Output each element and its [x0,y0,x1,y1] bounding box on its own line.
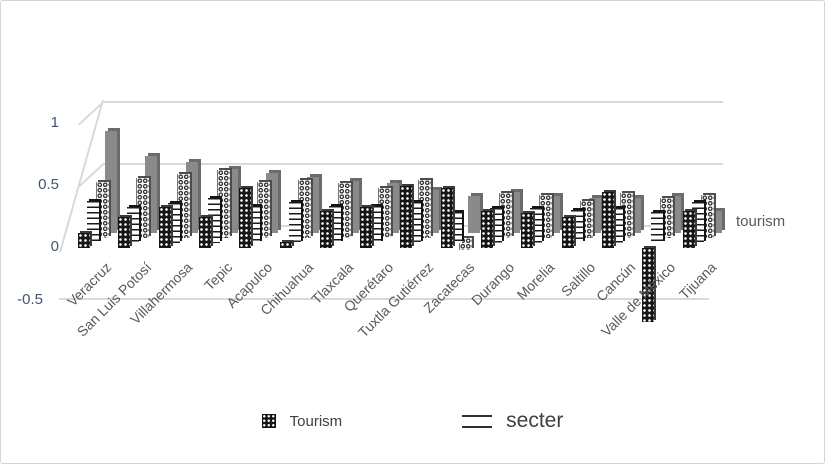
bar-tourism-valle-de-méxico [642,248,655,323]
secter-lines-swatch-icon [462,414,493,428]
bar-secter-tuxtla-gutiérrez [409,202,422,243]
bar-series3-durango [499,193,512,238]
floor-front-edge [59,298,709,300]
bar-tourism-tuxtla-gutiérrez [400,186,413,248]
bar-secter-valle-de-méxico [651,212,664,243]
bar-tourism-villahermosa [158,207,171,248]
bar-secter-tlaxcala [328,205,341,243]
bar-secter-durango [490,208,502,243]
bar-secter-chihuahua [288,202,301,243]
legend-label: secter [506,409,564,432]
bar-tourism-morelia [521,213,534,248]
bar-tourism-acapulco [239,188,252,248]
y-tick-label: 0 [50,238,59,255]
bar-secter-tijuana [691,202,704,243]
y-tick-label: -0.5 [17,291,43,308]
bar-tourism-tlaxcala [319,210,332,248]
bar-secter-saltillo [570,209,583,243]
bar-tourism-querétaro [360,207,373,248]
bar-series3-querétaro [378,188,392,238]
legend-item-secter: secter [462,409,563,433]
legend-label: Tourism [289,412,343,430]
bar-secter-san-luis-potosí [127,207,140,243]
bar-tourism-chihuahua [279,241,292,248]
bar-series3-tepic [216,169,230,238]
bar-tourism-durango [481,210,493,248]
bar-series3-morelia [539,194,553,238]
bar-series3-zacatecas [458,238,472,251]
y-tick-label: 1 [50,114,59,131]
gridline-0-5 [103,163,723,165]
bar-series3-acapulco [257,182,271,238]
bar-tourism-san-luis-potosí [118,217,131,248]
tourism-dots-swatch-icon [261,414,276,428]
bar-series3-veracruz [96,182,109,238]
bar-secter-cancún [610,208,623,243]
bar-series4-zacatecas [467,195,480,233]
y-tick-label: 0.5 [38,176,59,193]
bar-secter-querétaro [369,205,382,243]
gridline-1 [103,101,723,103]
bar-secter-zacatecas [449,212,462,243]
bar-secter-tepic [207,198,220,243]
bar-secter-morelia [530,208,543,243]
legend-item-tourism: Tourism [261,412,343,430]
bar-secter-acapulco [248,205,261,243]
bar-series3-villahermosa [176,173,190,238]
bar-secter-veracruz [87,200,99,243]
bar-tourism-cancún [601,192,614,248]
bar-tourism-tijuana [682,210,695,248]
bar-tourism-veracruz [78,233,90,248]
bar-tourism-zacatecas [440,188,453,248]
bar-series3-tijuana [700,194,714,238]
depth-axis-label: tourism [736,213,786,230]
bar-tourism-saltillo [561,217,574,248]
bar-secter-villahermosa [167,203,180,243]
bar-tourism-tepic [198,217,211,248]
legend: Tourism secter [1,409,824,433]
